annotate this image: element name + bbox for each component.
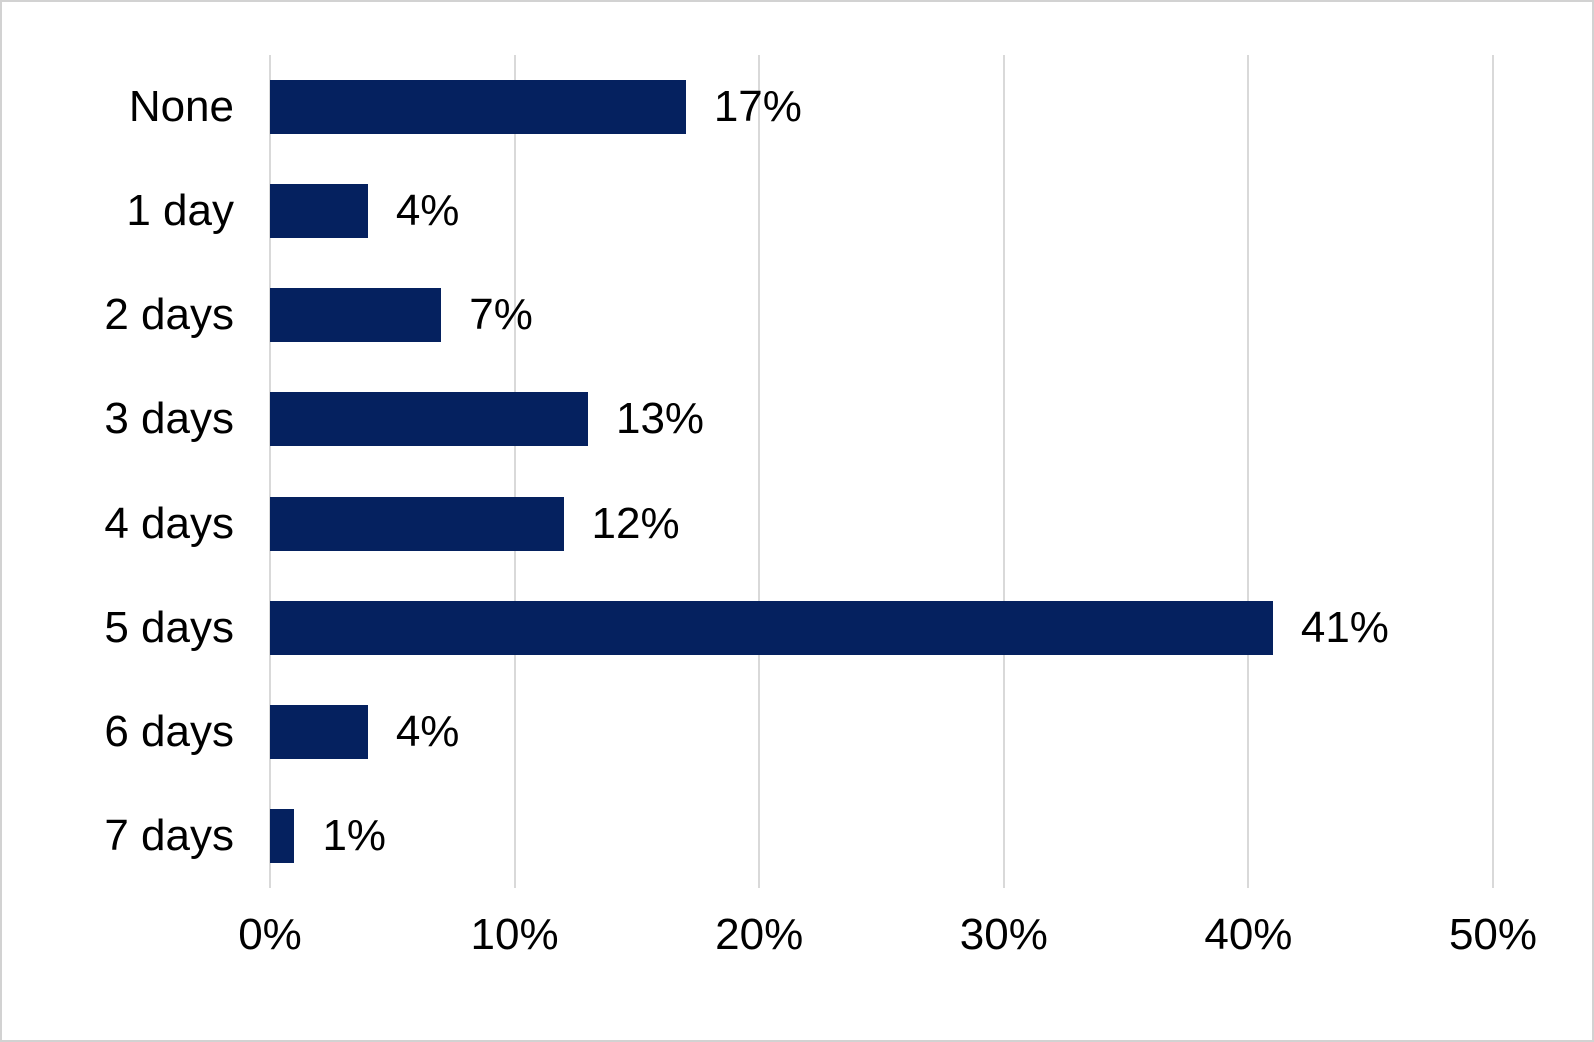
category-label-4-days: 4 days [104,498,234,548]
bar-5-days [270,600,1273,655]
value-label: 13% [615,394,705,444]
bar-none [270,80,686,135]
value-label: 7% [469,290,533,340]
bar-3-days [270,392,588,447]
x-tick-label-40%: 40% [1204,910,1293,959]
gridline-40% [1247,55,1250,888]
bar-row: 17% [270,55,1493,159]
plot-area: 17% 4% 7% 13% 12% 41% 4% 1% [269,55,1494,888]
x-tick-label-0%: 0% [238,910,302,959]
bar-row: 13% [270,367,1493,471]
bar-1-day [270,184,368,239]
category-label-3-days: 3 days [104,394,234,444]
bar-row: 12% [270,472,1493,576]
gridline-20% [758,55,761,888]
bar-row: 41% [270,576,1493,680]
bar-2-days [270,288,442,343]
gridline-50% [1492,55,1494,888]
gridline-10% [513,55,516,888]
bar-row: 1% [270,784,1493,888]
x-axis: 0% 10% 20% 30% 40% 50% [238,905,1537,965]
bar-7-days [270,808,295,863]
x-tick-label-10%: 10% [470,910,559,959]
bar-6-days [270,704,368,759]
bar-row: 7% [270,263,1493,367]
category-label-7-days: 7 days [104,810,234,860]
gridline-30% [1002,55,1005,888]
value-label: 1% [322,810,387,860]
x-tick-label-30%: 30% [959,910,1048,959]
x-tick-label-20%: 20% [715,910,804,959]
category-label-none: None [128,82,234,132]
category-label-6-days: 6 days [104,706,234,756]
value-label: 4% [395,706,460,756]
bar-row: 4% [270,680,1493,784]
gridline-0% [269,55,271,888]
y-axis-category-labels: None 1 day 2 days 3 days 4 days 5 days 6 days 7… [2,55,270,888]
value-label: 41% [1300,602,1389,652]
value-label: 12% [591,498,680,548]
bar-row: 4% [270,159,1493,263]
value-label: 17% [713,82,802,132]
bar-rows: 17% 4% 7% 13% 12% 41% 4% 1% [270,55,1493,888]
x-tick-label-50%: 50% [1448,910,1538,959]
category-label-5-days: 5 days [104,602,234,652]
bar-4-days [270,496,564,551]
category-label-1-day: 1 day [126,186,234,236]
value-label: 4% [395,186,460,236]
category-label-2-days: 2 days [104,290,234,340]
